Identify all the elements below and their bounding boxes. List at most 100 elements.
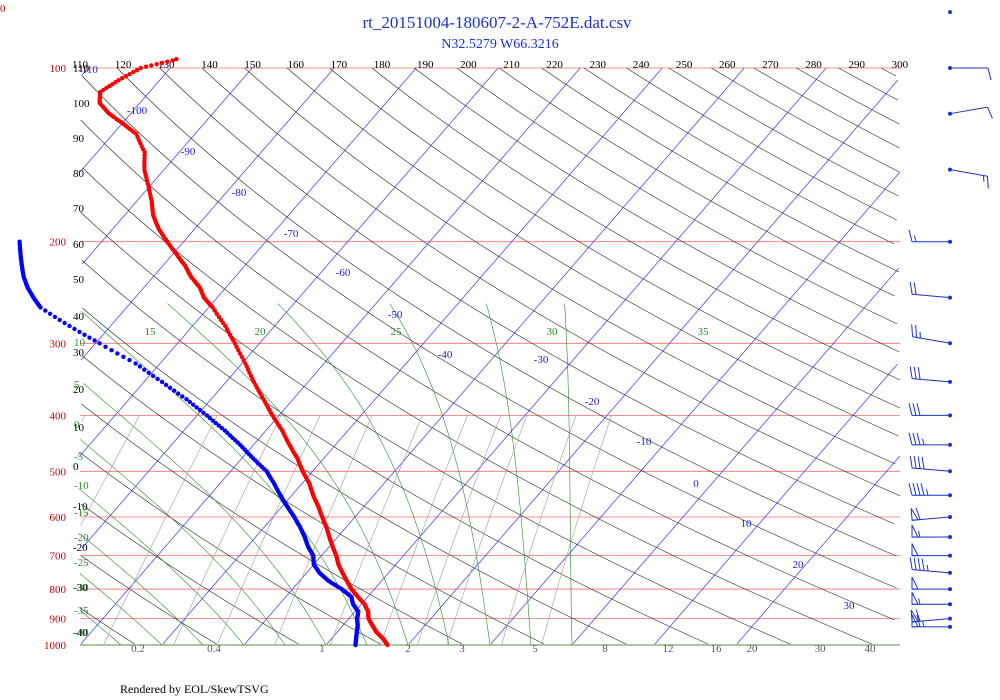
mixing-ratio-line <box>380 415 468 646</box>
sounding-point <box>120 76 125 81</box>
wind-barb-flag <box>912 403 917 416</box>
isotherm-label: -20 <box>585 396 600 408</box>
moist-adiabat-line <box>485 303 532 646</box>
mixing-ratio-line <box>501 415 577 646</box>
top-scale-label: 260 <box>719 59 736 71</box>
sounding-point <box>214 311 219 316</box>
dry-adiabat-label: 90 <box>73 133 85 145</box>
sounding-point <box>92 338 97 343</box>
mixing-ratio-label: 16 <box>711 643 723 655</box>
corner-mark: 0 <box>0 3 6 15</box>
sounding-point <box>222 428 228 433</box>
wind-barb-staff <box>949 106 988 115</box>
wind-barb-staff <box>949 169 988 177</box>
isotherm-label: -30 <box>534 354 549 366</box>
dry-adiabat-line <box>626 67 897 221</box>
wind-barb-pennant <box>910 508 919 521</box>
isotherm-label: 20 <box>793 559 805 571</box>
wind-barb-flag <box>908 403 913 416</box>
dry-adiabat-line <box>881 67 897 77</box>
moist-adiabat-line <box>167 303 409 646</box>
wind-barb-flag <box>916 483 921 496</box>
sounding-point <box>237 351 243 356</box>
top-scale-label: 160 <box>288 59 305 71</box>
wind-barb-half-flag <box>922 438 925 446</box>
dry-adiabat-line <box>456 67 898 325</box>
isotherm-line <box>81 67 89 77</box>
wind-barb-flag <box>916 614 921 627</box>
moist-adiabat-line <box>277 303 450 646</box>
dry-adiabat-line <box>82 75 897 589</box>
wind-barb-flag <box>917 367 921 380</box>
top-scale-label: 200 <box>460 59 477 71</box>
pressure-label: 800 <box>50 584 67 596</box>
wind-barbs <box>908 10 993 629</box>
isotherm-line <box>490 171 901 645</box>
mixing-ratio-line <box>329 415 423 646</box>
sounding-point <box>241 357 246 363</box>
top-scale-label: 300 <box>892 59 909 71</box>
sounding-point <box>180 394 185 399</box>
dry-adiabat-line <box>116 67 897 557</box>
top-scale-label: 230 <box>590 59 607 71</box>
dry-adiabat-label: 70 <box>73 203 85 215</box>
mixing-ratio-label: 40 <box>865 643 877 655</box>
moist-adiabat-line <box>564 303 573 645</box>
isotherm-line <box>244 67 745 645</box>
sounding-point <box>155 376 160 382</box>
moist-adiabat-top-label: 35 <box>698 326 710 338</box>
wind-barb-pennant <box>910 609 919 623</box>
wind-barb-half-flag <box>926 489 929 496</box>
isotherm-label: -80 <box>232 187 247 199</box>
top-scale-label: 290 <box>848 59 865 71</box>
wind-barb-flag <box>908 229 913 242</box>
sounding-point <box>149 63 154 68</box>
top-scale-label: 250 <box>676 59 693 71</box>
wind-barb-flag <box>986 106 993 119</box>
moist-adiabat-line <box>389 303 491 646</box>
isotherm-label: 0 <box>693 478 699 490</box>
wind-barb-flag <box>915 507 921 520</box>
dry-adiabat-line <box>499 67 895 297</box>
moist-adiabat-top-label: 30 <box>547 326 559 338</box>
sounding-point <box>174 56 179 62</box>
isotherm-label: -90 <box>181 146 196 158</box>
top-scale-label: 170 <box>331 59 348 71</box>
moist-adiabat-left-label: -10 <box>74 480 89 492</box>
moist-adiabat-line <box>79 573 163 646</box>
sounding-point <box>150 373 156 379</box>
dry-adiabat-label: 20 <box>73 384 85 396</box>
sounding-point <box>216 423 221 428</box>
sounding-point <box>103 344 108 349</box>
wind-barb-flag <box>916 403 921 416</box>
sounding-point <box>191 402 196 407</box>
sounding-point <box>212 308 217 313</box>
series-layer <box>17 56 390 648</box>
sounding-point <box>239 354 244 359</box>
mixing-ratio-label: 0.2 <box>131 643 145 655</box>
wind-barb-flag <box>913 557 917 571</box>
sounding-point <box>62 320 67 326</box>
mixing-ratio-label: 1 <box>319 643 325 655</box>
dry-adiabat-label: 30 <box>73 347 85 359</box>
sounding-point <box>197 407 203 413</box>
wind-barb-flag <box>909 455 913 469</box>
wind-barb-staff <box>912 569 951 574</box>
isotherm-line <box>82 67 253 265</box>
dry-adiabat-label: 50 <box>73 274 85 286</box>
chart-subtitle: N32.5279 W66.3216 <box>441 37 559 52</box>
sounding-point <box>47 311 53 316</box>
dry-adiabat-line <box>81 259 709 645</box>
mixing-ratio-line <box>81 415 86 422</box>
pressure-label: 200 <box>50 237 67 249</box>
dry-adiabat-line <box>583 67 895 245</box>
wind-barb-pennant <box>911 576 919 590</box>
mixing-ratio-line <box>417 415 501 646</box>
wind-barb-flag <box>913 366 917 380</box>
dry-adiabat-line <box>80 211 791 645</box>
dry-adiabat-line <box>541 67 900 273</box>
wind-barb-flag <box>912 432 917 446</box>
isotherm-line <box>408 79 899 645</box>
dry-adiabat-line <box>82 307 627 645</box>
